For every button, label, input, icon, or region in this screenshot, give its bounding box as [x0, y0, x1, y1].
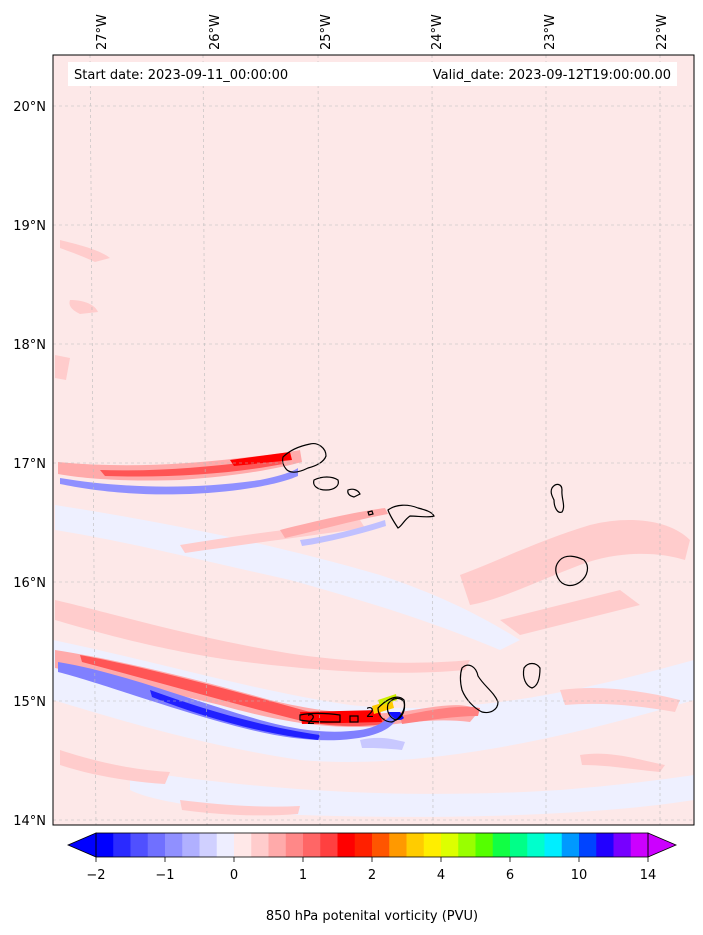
island-sao-nicolau	[387, 504, 435, 529]
colorbar-title: 850 hPa potenital vorticity (PVU)	[266, 909, 478, 924]
island-raso	[367, 510, 374, 516]
colorbar-segment	[596, 833, 614, 857]
colorbar-segments	[96, 833, 649, 857]
colorbar-segment	[130, 833, 149, 857]
colorbar-segment	[96, 833, 114, 857]
colorbar-segment	[234, 833, 252, 857]
island-fogo	[386, 697, 406, 721]
colorbar-segment	[423, 833, 442, 857]
lon-label: 22°W	[655, 14, 670, 50]
colorbar-segment	[320, 833, 338, 857]
lat-label: 15°N	[13, 695, 46, 710]
colorbar-segment	[354, 833, 373, 857]
colorbar-segment	[303, 833, 321, 857]
info-box	[68, 62, 677, 86]
latitude-labels: 20°N 19°N 18°N 17°N 16°N 15°N 14°N	[13, 100, 46, 829]
colorbar-segment	[182, 833, 200, 857]
lat-label: 17°N	[13, 457, 46, 472]
lat-label: 16°N	[13, 576, 46, 591]
vorticity-northern-band	[58, 450, 302, 495]
colorbar-segment	[165, 833, 183, 857]
colorbar-segment	[216, 833, 235, 857]
colorbar-segment	[544, 833, 563, 857]
vorticity-southern-band	[55, 650, 480, 750]
contour-lines	[299, 696, 406, 723]
lat-label: 19°N	[13, 219, 46, 234]
colorbar-segment	[147, 833, 166, 857]
vorticity-middle-band	[280, 508, 388, 546]
colorbar-tick-label: 6	[506, 868, 514, 883]
colorbar-segment	[268, 833, 287, 857]
colorbar-segment	[389, 833, 407, 857]
colorbar-segment	[579, 833, 597, 857]
colorbar-tick-label: 10	[571, 868, 588, 883]
colorbar-tick-label: 14	[640, 868, 657, 883]
colorbar-tick-label: 1	[299, 868, 307, 883]
colorbar-tick-label: −2	[86, 868, 105, 883]
colorbar-tick-label: 2	[368, 868, 376, 883]
colorbar-segment	[251, 833, 269, 857]
lon-label: 26°W	[208, 14, 223, 50]
vorticity-negative-weak	[53, 505, 694, 817]
colorbar-ticks	[95, 857, 649, 862]
lon-label: 23°W	[543, 14, 558, 50]
lat-label: 18°N	[13, 338, 46, 353]
island-maio	[522, 662, 541, 689]
gridlines	[53, 55, 694, 825]
colorbar-segment	[285, 833, 304, 857]
contour-label: 2	[307, 713, 315, 728]
valid-date-label: Valid_date: 2023-09-12T19:00:00.00	[433, 68, 671, 83]
lon-label: 27°W	[95, 14, 110, 50]
longitude-labels: 27°W 26°W 25°W 24°W 23°W 22°W	[95, 14, 670, 50]
start-date-label: Start date: 2023-09-11_00:00:00	[74, 68, 288, 83]
island-santa-luzia	[347, 488, 361, 498]
colorbar-tick-label: 4	[437, 868, 445, 883]
colorbar-segment	[113, 833, 131, 857]
colorbar-tick-label: 0	[230, 868, 238, 883]
lon-label: 24°W	[430, 14, 445, 50]
colorbar-extend-high	[647, 832, 678, 858]
colorbar-segment	[527, 833, 545, 857]
colorbar-segment	[561, 833, 580, 857]
colorbar-segment	[406, 833, 425, 857]
island-sal	[550, 483, 565, 513]
lon-label: 25°W	[319, 14, 334, 50]
colorbar-segment	[492, 833, 511, 857]
island-sao-vicente	[313, 476, 339, 491]
island-boa-vista	[555, 555, 589, 587]
colorbar-segment	[458, 833, 476, 857]
island-santiago	[459, 664, 499, 714]
colorbar-segment	[475, 833, 494, 857]
colorbar-segment	[372, 833, 390, 857]
contour-label: 2	[366, 706, 374, 721]
map-panel: 2 2	[53, 55, 694, 825]
colorbar-segment	[337, 833, 356, 857]
lat-label: 14°N	[13, 814, 46, 829]
colorbar-segment	[510, 833, 528, 857]
colorbar-extend-low	[66, 832, 97, 858]
colorbar-segment	[441, 833, 459, 857]
colorbar-segment	[630, 833, 649, 857]
lat-label: 20°N	[13, 100, 46, 115]
map-frame	[52, 54, 695, 826]
colorbar-segment	[199, 833, 218, 857]
colorbar-tick-label: −1	[155, 868, 174, 883]
colorbar-segment	[613, 833, 632, 857]
colorbar: −2 −1 0 1 2 4 6 10 14 850 hPa potenital …	[66, 832, 678, 924]
